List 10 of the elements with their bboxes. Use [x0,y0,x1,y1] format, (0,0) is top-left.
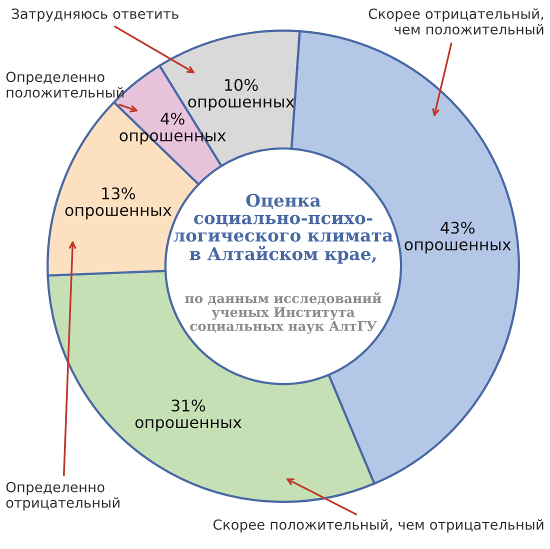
data-label: 13% опрошенных [65,187,172,220]
slice-label: Скорее отрицательный, чем положительный [368,8,544,35]
text: Оценка социально-психо- логического климата в Алтайском крае, [174,194,393,264]
slice-label: Затрудняюсь ответить [12,8,178,22]
text: по данным исследований ученых Института социальных наук АлтГУ [185,292,382,334]
slice-label: Скорее положительный, чем отрицательный [213,519,544,533]
slice-label: Определенно отрицательный [6,482,120,511]
data-label: 31% опрошенных [135,399,242,432]
slice-label: Определенно положительный [6,72,124,98]
data-label: 43% опрошенных [404,222,511,254]
